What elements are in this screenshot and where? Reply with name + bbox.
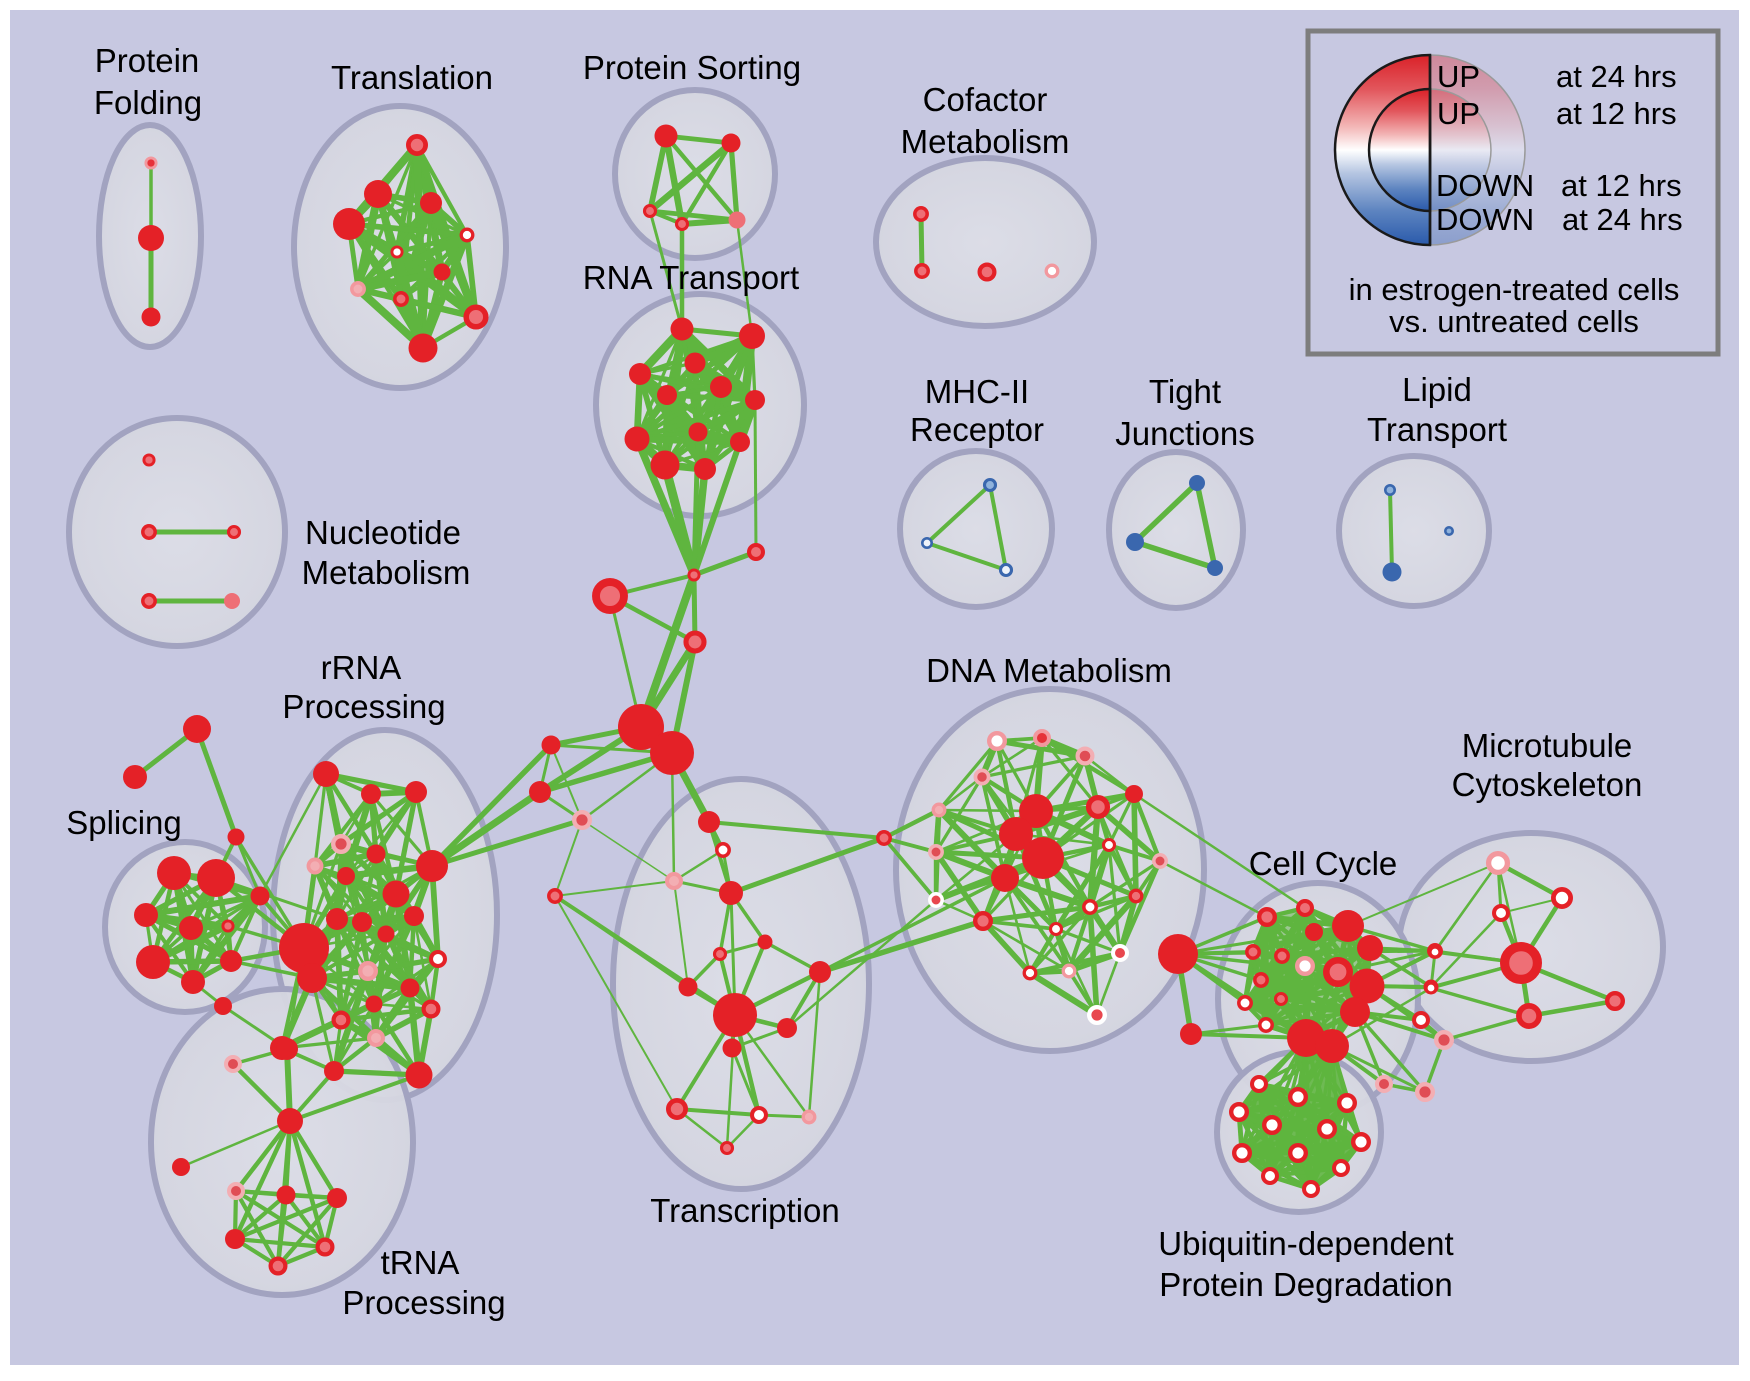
svg-text:Protein: Protein [95, 42, 200, 79]
svg-text:Protein Sorting: Protein Sorting [583, 49, 801, 86]
svg-text:rRNA: rRNA [321, 649, 402, 686]
svg-text:Microtubule: Microtubule [1462, 727, 1633, 764]
svg-text:Processing: Processing [282, 688, 445, 725]
svg-text:at 12 hrs: at 12 hrs [1561, 168, 1682, 203]
svg-text:Folding: Folding [94, 84, 202, 121]
svg-text:UP: UP [1437, 59, 1480, 94]
svg-text:UP: UP [1437, 96, 1480, 131]
svg-text:Cytoskeleton: Cytoskeleton [1452, 766, 1643, 803]
svg-text:Nucleotide: Nucleotide [305, 514, 461, 551]
svg-text:Processing: Processing [342, 1284, 505, 1321]
svg-text:Junctions: Junctions [1115, 415, 1254, 452]
svg-text:in estrogen-treated cells: in estrogen-treated cells [1349, 272, 1680, 307]
svg-text:tRNA: tRNA [381, 1244, 460, 1281]
svg-text:Metabolism: Metabolism [901, 123, 1070, 160]
svg-text:Receptor: Receptor [910, 411, 1044, 448]
svg-text:Splicing: Splicing [66, 804, 182, 841]
svg-text:Lipid: Lipid [1402, 371, 1472, 408]
svg-text:Metabolism: Metabolism [302, 554, 471, 591]
svg-text:DNA Metabolism: DNA Metabolism [926, 652, 1172, 689]
svg-text:at 24 hrs: at 24 hrs [1556, 59, 1677, 94]
svg-text:MHC-II: MHC-II [925, 373, 1029, 410]
svg-text:Tight: Tight [1149, 373, 1221, 410]
svg-text:vs. untreated cells: vs. untreated cells [1389, 304, 1639, 339]
svg-text:Ubiquitin-dependent: Ubiquitin-dependent [1158, 1225, 1453, 1262]
svg-text:Translation: Translation [331, 59, 493, 96]
svg-text:Cell Cycle: Cell Cycle [1249, 845, 1398, 882]
svg-text:Cofactor: Cofactor [923, 81, 1048, 118]
svg-text:at 24 hrs: at 24 hrs [1562, 202, 1683, 237]
svg-text:DOWN: DOWN [1436, 202, 1534, 237]
svg-text:DOWN: DOWN [1436, 168, 1534, 203]
svg-text:at 12 hrs: at 12 hrs [1556, 96, 1677, 131]
svg-text:Transcription: Transcription [650, 1192, 840, 1229]
svg-text:Protein Degradation: Protein Degradation [1159, 1266, 1453, 1303]
svg-text:Transport: Transport [1367, 411, 1507, 448]
svg-text:RNA Transport: RNA Transport [583, 259, 799, 296]
